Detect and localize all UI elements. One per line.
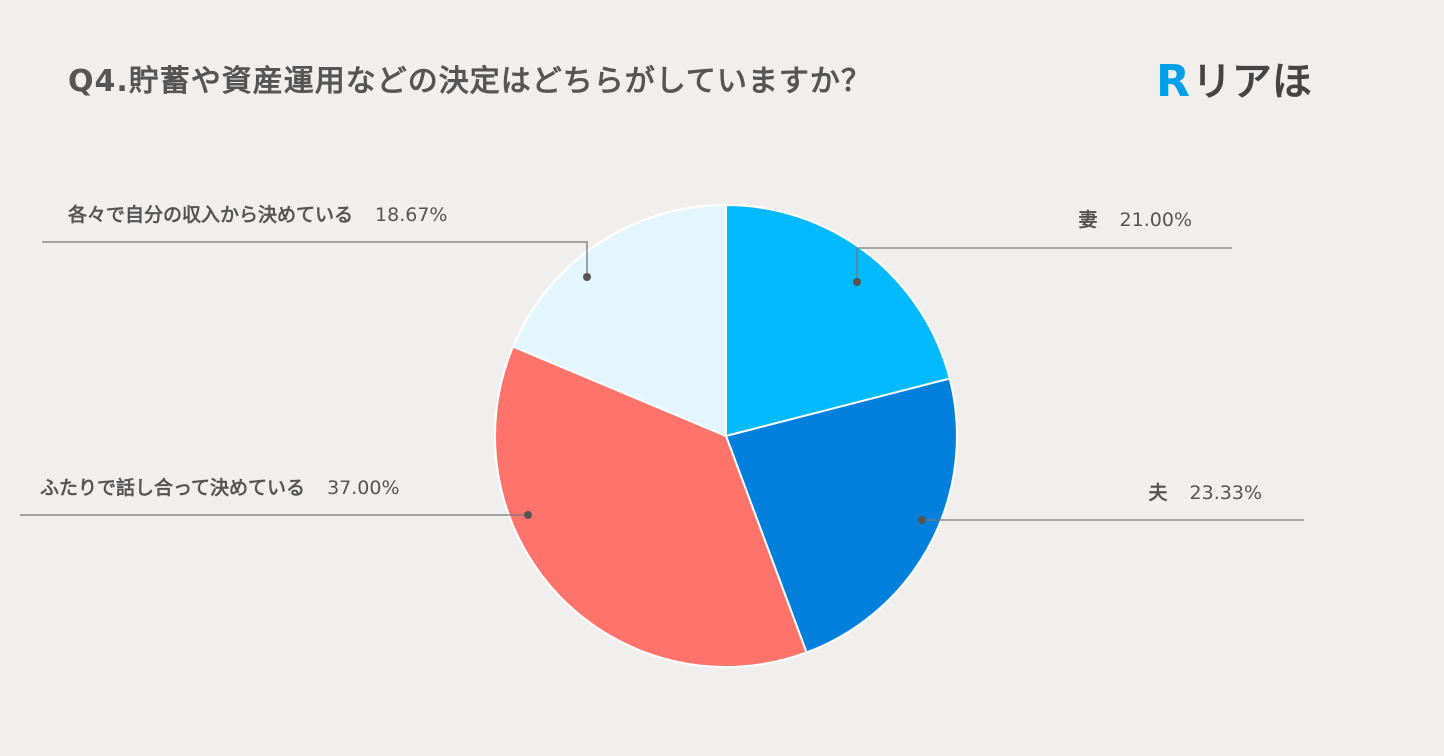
pie-slice-0 [725, 203, 951, 438]
slice-label-0: 妻 21.00% [1079, 208, 1192, 231]
slice-percent-2: 37.00% [327, 477, 399, 499]
slice-percent-0: 21.00% [1120, 209, 1192, 231]
pie-slice-1 [724, 377, 958, 654]
slice-label-1: 夫 23.33% [1149, 482, 1262, 504]
slice-category-0: 妻 [1079, 208, 1098, 231]
leader-dot-2 [524, 511, 532, 519]
logo-text: リアほ [1191, 59, 1312, 105]
pie-slice-2 [494, 345, 808, 668]
slice-category-1: 夫 [1149, 482, 1169, 504]
riaho-logo: R リアほ [1156, 56, 1312, 108]
pie-labels: 妻 21.00% 夫 23.33% ふたりで話し合って決めている 37.00% 各々で自分の… [20, 203, 1304, 524]
leader-line-3 [42, 241, 588, 277]
slice-category-3: 各々で自分の収入から決めている [67, 203, 353, 226]
slice-percent-3: 18.67% [375, 204, 447, 226]
leader-line-0 [856, 247, 1232, 282]
slice-category-2: ふたりで話し合って決めている [40, 476, 305, 499]
pie-slice-3 [511, 203, 727, 438]
logo-r-icon: R [1156, 56, 1190, 107]
leader-dot-1 [918, 516, 926, 524]
leader-dot-3 [583, 273, 591, 281]
slice-label-2: ふたりで話し合って決めている 37.00% [40, 476, 400, 499]
leader-dot-0 [853, 278, 861, 286]
slice-percent-1: 23.33% [1190, 482, 1262, 504]
chart-title: Q4.貯蓄や資産運用などの決定はどちらがしていますか？ [68, 64, 872, 99]
pie-slices [494, 203, 958, 668]
slice-label-3: 各々で自分の収入から決めている 18.67% [67, 203, 447, 226]
